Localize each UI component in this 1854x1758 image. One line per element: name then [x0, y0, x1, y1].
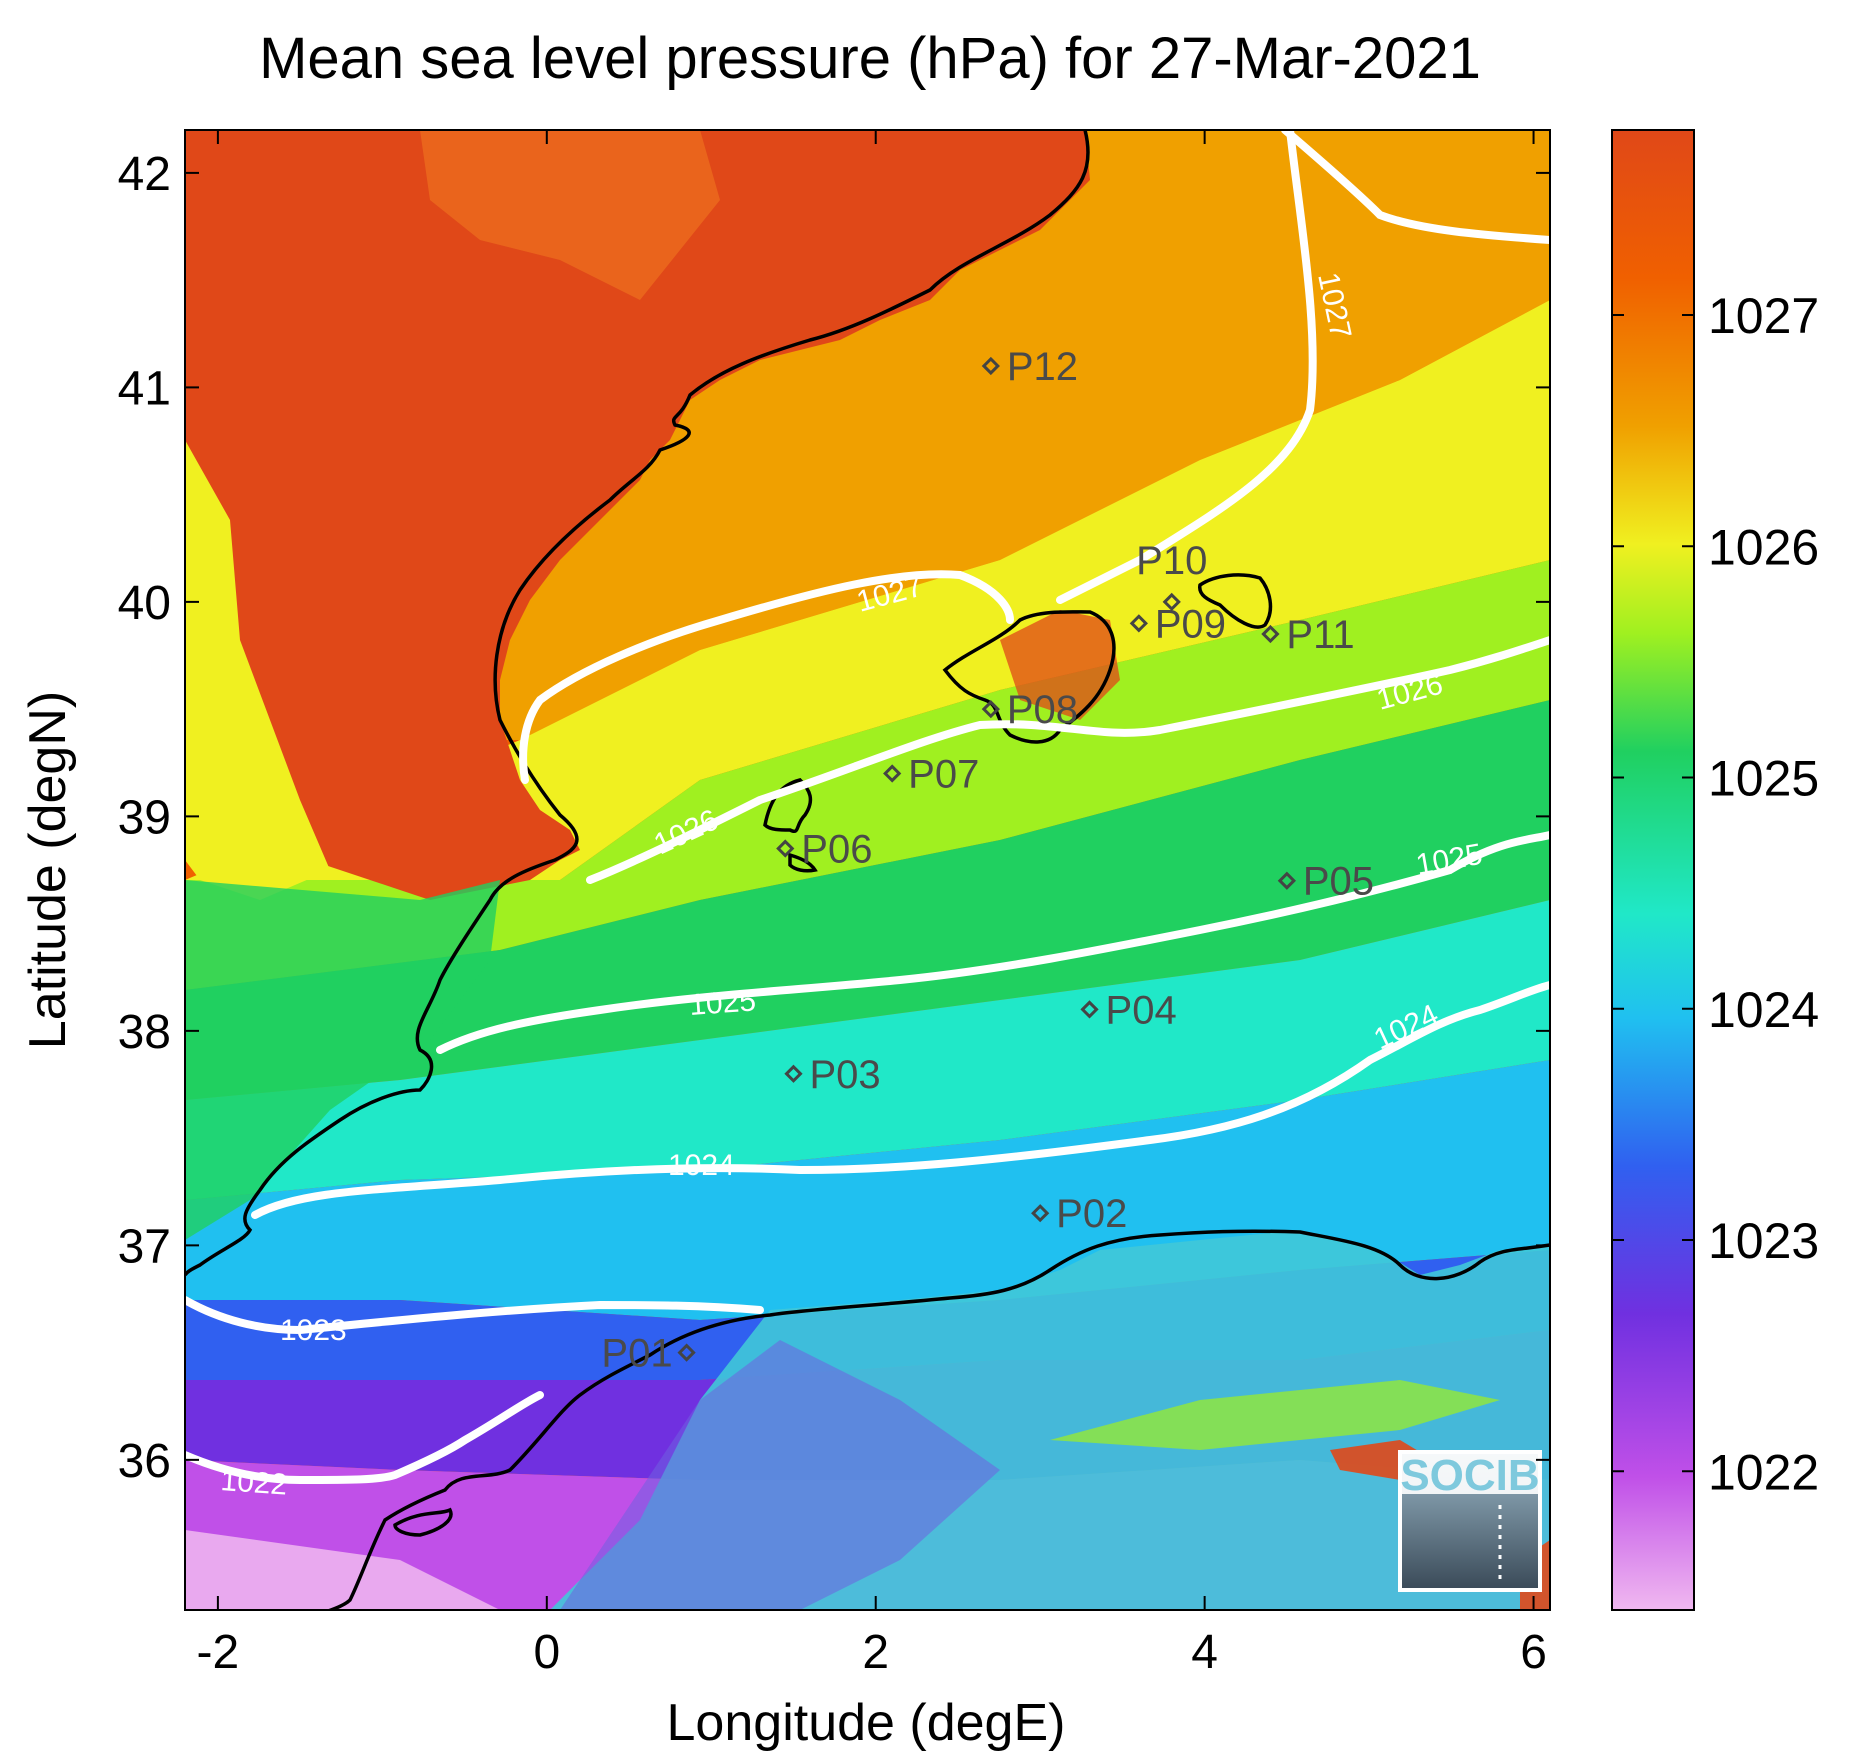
x-tick-label: 2	[862, 1626, 889, 1679]
station-marker	[1129, 614, 1148, 633]
plot-frame	[184, 129, 1551, 1611]
y-axis-ticks: 36 37 38 39 40 41 42	[118, 148, 1550, 1488]
station-label: P12	[1007, 345, 1078, 389]
x-axis-label: Longitude (degE)	[667, 1694, 1066, 1752]
socib-logo: SOCIB	[1398, 1450, 1542, 1592]
y-tick-label: 39	[118, 791, 171, 844]
x-tick-label: 4	[1191, 1626, 1218, 1679]
y-tick-label: 38	[118, 1006, 171, 1059]
station-label: P09	[1155, 602, 1226, 646]
isobar-label-1022: 1022	[220, 1464, 289, 1502]
colorbar-tick-label: 1024	[1708, 982, 1819, 1038]
station-label: P03	[809, 1053, 880, 1097]
colorbar-tick-label: 1023	[1708, 1213, 1819, 1269]
station-marker	[981, 700, 1000, 719]
station-marker	[1080, 1000, 1099, 1019]
y-axis-label: Latitude (degN)	[19, 691, 77, 1049]
x-axis-ticks: -2 0 2 4 6	[197, 130, 1547, 1679]
x-tick-label: -2	[197, 1626, 240, 1679]
x-tick-label: 0	[533, 1626, 560, 1679]
station-marker	[1261, 624, 1280, 644]
pressure-field	[185, 130, 1550, 1610]
map-title: Mean sea level pressure (hPa) for 27-Mar…	[259, 26, 1481, 91]
station-marker	[784, 1064, 803, 1083]
station-label: P02	[1056, 1192, 1127, 1236]
station-label: P04	[1106, 988, 1177, 1032]
station-label: P05	[1303, 860, 1374, 904]
isobar-label-1023: 1023	[280, 1314, 347, 1347]
isobar-label-1024-w: 1024	[668, 1149, 735, 1182]
station-marker	[677, 1343, 696, 1362]
station-label: P11	[1286, 613, 1354, 657]
station-label: P08	[1007, 688, 1078, 732]
station-label: P07	[908, 752, 979, 796]
station-marker	[776, 839, 795, 858]
colorbar-tick-label: 1027	[1708, 288, 1819, 344]
isobars	[185, 130, 1550, 1485]
colorbar-ticks: 1022 1023 1024 1025 1026 1027	[1612, 288, 1819, 1500]
station-label: P01	[601, 1332, 672, 1376]
colorbar-tick-label: 1022	[1708, 1444, 1819, 1500]
station-label: P10	[1136, 539, 1207, 583]
station-marker	[981, 356, 1000, 376]
x-tick-label: 6	[1520, 1626, 1547, 1679]
station-marker	[1031, 1204, 1050, 1223]
y-tick-label: 42	[118, 148, 171, 201]
socib-logo-text: SOCIB	[1400, 1451, 1539, 1500]
station-markers: P01 P02 P03 P04 P05 P06 P07 P08 P09 P10 P11 P12	[601, 345, 1374, 1376]
station-marker	[1162, 592, 1181, 612]
colorbar: 1022 1023 1024 1025 1026 1027	[1611, 129, 1819, 1611]
station-label: P06	[801, 828, 872, 872]
colorbar-gradient	[1611, 129, 1695, 1611]
y-tick-label: 37	[118, 1220, 171, 1273]
coastline	[185, 130, 1550, 1610]
y-tick-label: 36	[118, 1435, 171, 1488]
colorbar-tick-label: 1026	[1708, 519, 1819, 575]
colorbar-tick-label: 1025	[1708, 751, 1819, 807]
y-tick-label: 40	[118, 577, 171, 630]
station-marker	[883, 764, 902, 783]
y-tick-label: 41	[118, 362, 171, 415]
isobar-label-1025-w: 1025	[688, 984, 757, 1022]
station-marker	[1277, 871, 1296, 890]
